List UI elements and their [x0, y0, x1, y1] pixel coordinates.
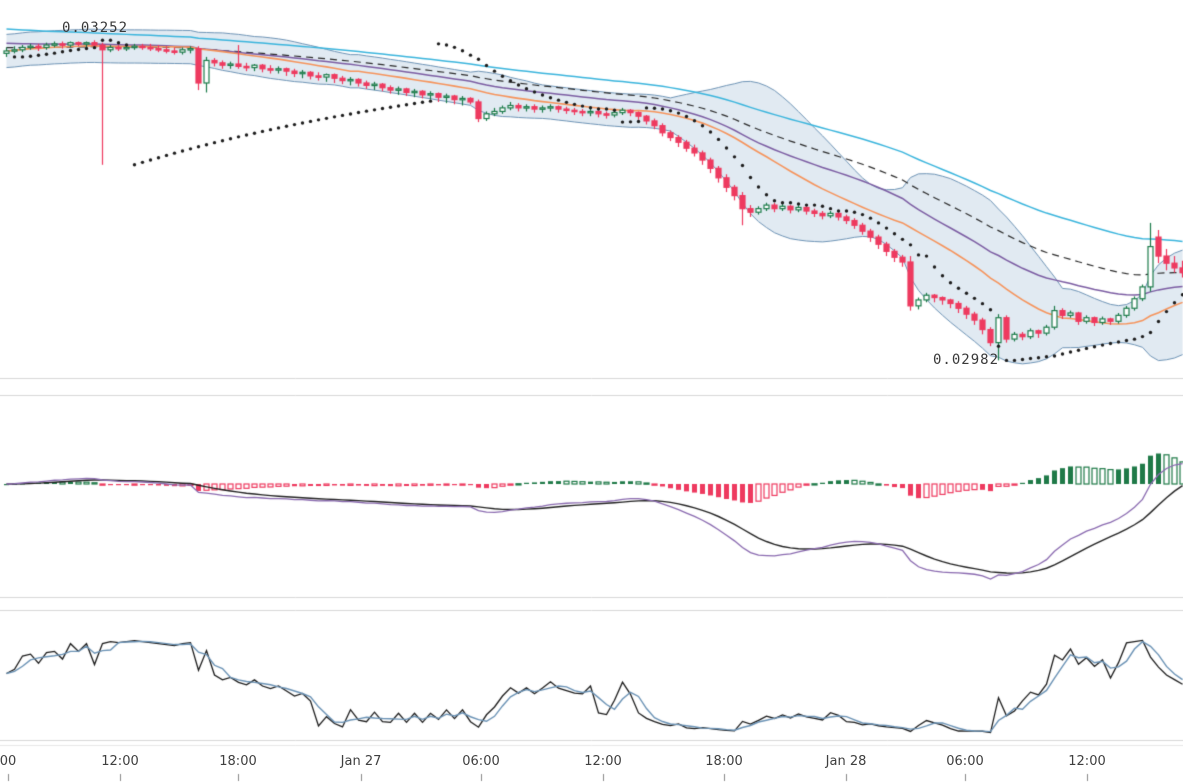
price-high-annotation: 0.03252 — [62, 20, 129, 36]
price-low-annotation: 0.02982 — [933, 352, 1000, 368]
